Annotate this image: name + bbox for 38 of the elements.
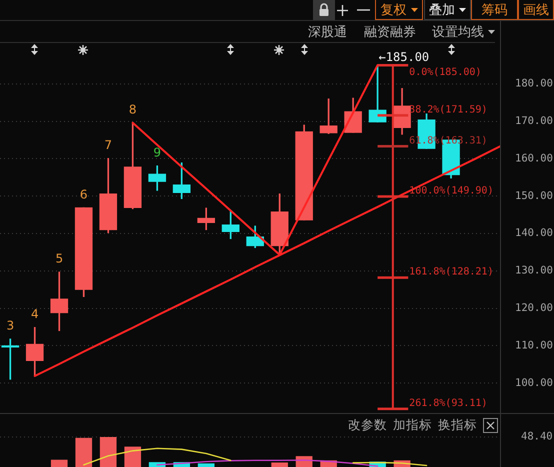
bar bbox=[198, 463, 214, 467]
y-tick-label: 140.00 bbox=[515, 227, 553, 240]
y-tick-label: 160.00 bbox=[515, 152, 553, 164]
ref-line-label: 261.8%(93.11) bbox=[409, 398, 488, 409]
ref-line-label: 0.0%(185.00) bbox=[409, 66, 482, 78]
y-tick-label: 110.00 bbox=[515, 339, 553, 352]
text: 6 bbox=[80, 187, 88, 202]
y-tick-label: 120.00 bbox=[515, 302, 553, 314]
ref-line-label: 100.0%(149.90) bbox=[409, 186, 494, 197]
text: 设置均线 bbox=[432, 24, 484, 40]
annotation: ←185.00 bbox=[378, 50, 430, 64]
text: 7 bbox=[104, 138, 112, 152]
button: 画线 bbox=[518, 0, 554, 20]
y-tick-label: 130.00 bbox=[515, 264, 553, 277]
text: 8 bbox=[128, 102, 137, 116]
y-tick-label: 150.00 bbox=[515, 190, 553, 202]
bar bbox=[50, 460, 68, 467]
text: 48.40 bbox=[521, 430, 553, 443]
button: 筹码 bbox=[471, 0, 518, 20]
y-tick-label: 170.00 bbox=[515, 115, 553, 128]
text: 加指标 bbox=[393, 417, 432, 434]
text: 9 bbox=[153, 145, 162, 160]
text: 3 bbox=[6, 318, 14, 333]
y-tick-label: 100.00 bbox=[515, 376, 553, 389]
ref-line-label: 161.8%(128.21) bbox=[409, 266, 494, 278]
text: 深股通 bbox=[308, 24, 347, 40]
text: 4 bbox=[30, 306, 39, 321]
dropdown-button: 复权 bbox=[375, 0, 423, 20]
y-tick-label: 180.00 bbox=[515, 78, 553, 90]
bar bbox=[75, 438, 92, 467]
text: 换指标 bbox=[438, 417, 477, 434]
bar bbox=[100, 437, 117, 467]
text: 融资融券 bbox=[364, 24, 416, 40]
text: 5 bbox=[55, 252, 64, 266]
dropdown-button: 叠加 bbox=[424, 0, 471, 20]
bar bbox=[271, 462, 288, 467]
bar bbox=[124, 446, 142, 467]
text: 改参数 bbox=[348, 417, 387, 434]
